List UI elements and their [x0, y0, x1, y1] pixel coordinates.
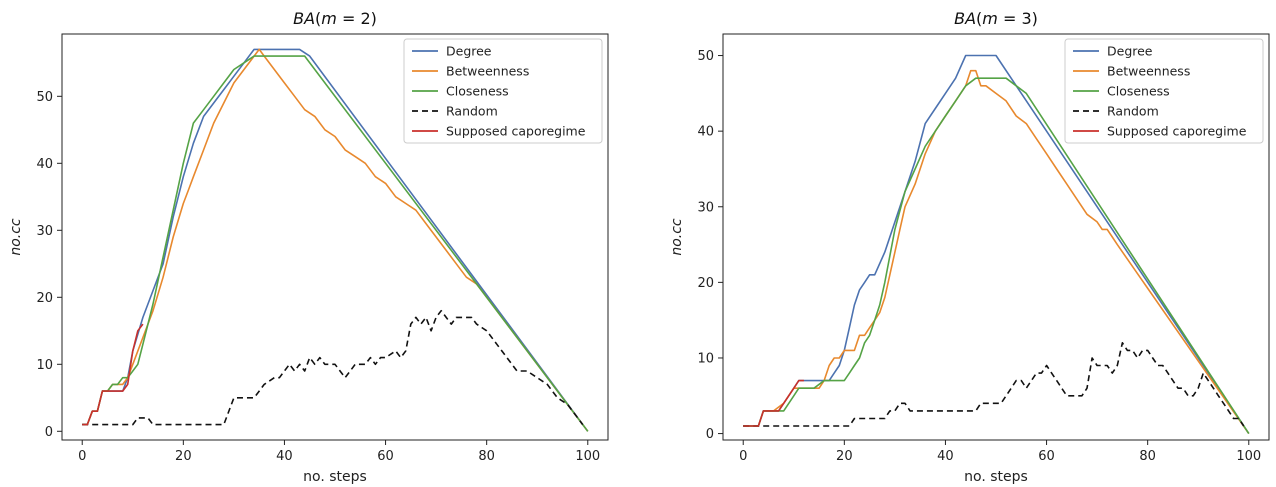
y-tick-label: 20 [697, 276, 714, 291]
y-tick-label: 40 [36, 157, 53, 172]
legend-box [1064, 38, 1264, 144]
legend-label-betweenness: Betweenness [1107, 64, 1190, 79]
x-ticks-ba-m3: 0 20 40 60 80 100 [739, 440, 1261, 464]
series-group-ba-m3 [743, 54, 1250, 435]
y-tick-label: 30 [697, 200, 714, 215]
legend-label-degree: Degree [446, 44, 492, 59]
y-tick-label: 40 [697, 125, 714, 140]
y-ticks-ba-m3: 0 10 20 30 40 50 [697, 49, 723, 442]
series-line-random [82, 309, 584, 426]
legend-label-supposed-caporegime: Supposed caporegime [446, 124, 586, 139]
plot-frame-ba-m3 [722, 33, 1270, 441]
x-tick-label: 100 [1236, 449, 1261, 464]
x-tick-label: 20 [175, 449, 192, 464]
x-tick-label: 80 [1139, 449, 1156, 464]
y-tick-label: 0 [706, 427, 714, 442]
legend-label-supposed-caporegime: Supposed caporegime [1107, 124, 1247, 139]
x-tick-label: 80 [478, 449, 495, 464]
x-tick-label: 60 [1038, 449, 1055, 464]
legend-ba-m2: Degree Betweenness Closeness Random Supposed… [403, 38, 603, 144]
y-tick-label: 30 [36, 224, 53, 239]
x-axis-label-ba-m3: no. steps [964, 469, 1028, 485]
legend-ba-m3: Degree Betweenness Closeness Random Supposed… [1064, 38, 1264, 144]
x-tick-label: 20 [836, 449, 853, 464]
legend-label-degree: Degree [1107, 44, 1153, 59]
chart-title-ba-m3: BA(m = 3) [954, 9, 1038, 28]
x-tick-label: 0 [78, 449, 86, 464]
chart-ba-m2: BA(m = 2) no. steps no.cc 0 20 40 60 80 100 0… [8, 9, 609, 485]
x-tick-label: 0 [739, 449, 747, 464]
legend-box [403, 38, 603, 144]
plot-frame-ba-m2 [61, 33, 609, 441]
legend-label-closeness: Closeness [1107, 84, 1170, 99]
y-axis-label-ba-m2: no.cc [8, 218, 24, 256]
x-tick-label: 60 [377, 449, 394, 464]
y-ticks-ba-m2: 0 10 20 30 40 50 [36, 90, 62, 440]
series-line-supposed-caporegime [743, 379, 804, 427]
y-tick-label: 10 [697, 351, 714, 366]
series-line-betweenness [82, 48, 589, 432]
legend-label-random: Random [446, 104, 498, 119]
legend-label-random: Random [1107, 104, 1159, 119]
x-axis-label-ba-m2: no. steps [303, 469, 367, 485]
chart-title-ba-m2: BA(m = 2) [293, 9, 377, 28]
x-tick-label: 40 [276, 449, 293, 464]
series-line-random [743, 341, 1245, 427]
y-axis-label-ba-m3: no.cc [669, 218, 685, 256]
y-tick-label: 50 [697, 49, 714, 64]
series-line-supposed-caporegime [82, 323, 144, 426]
y-tick-label: 0 [45, 425, 53, 440]
series-line-closeness [743, 77, 1250, 435]
y-tick-label: 50 [36, 90, 53, 105]
x-tick-label: 100 [575, 449, 600, 464]
y-tick-label: 10 [36, 358, 53, 373]
legend-label-betweenness: Betweenness [446, 64, 529, 79]
x-tick-label: 40 [937, 449, 954, 464]
legend-label-closeness: Closeness [446, 84, 509, 99]
chart-ba-m3: BA(m = 3) no. steps no.cc 0 20 40 60 80 100 0… [669, 9, 1270, 485]
x-ticks-ba-m2: 0 20 40 60 80 100 [78, 440, 600, 464]
y-tick-label: 20 [36, 291, 53, 306]
series-line-betweenness [743, 69, 1250, 435]
series-group-ba-m2 [82, 48, 589, 432]
